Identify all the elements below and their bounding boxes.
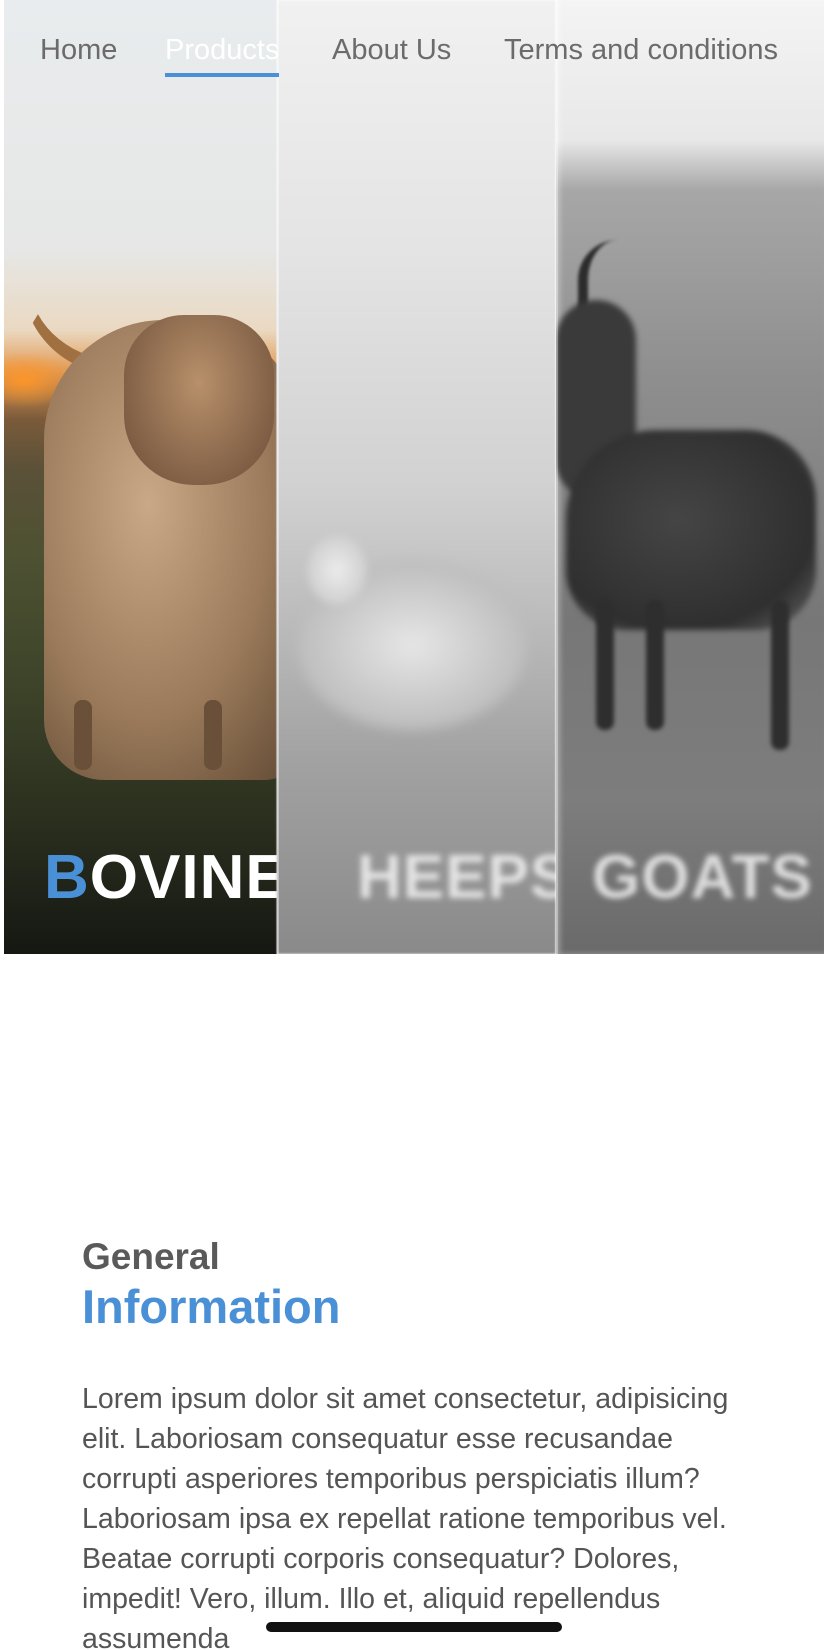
home-indicator[interactable] [266,1622,562,1632]
panel-divider [276,0,279,954]
cow-head-shape [124,315,274,485]
bovine-panel[interactable]: BOVINE [4,0,277,954]
goats-label: GOATS [592,843,813,912]
goat-leg-shape [646,600,664,730]
nav-about-link[interactable]: About Us [332,34,452,66]
sheep-head-shape [307,535,367,605]
section-subtitle: General [82,1236,220,1277]
goats-panel[interactable]: GOATS [556,0,824,954]
goat-leg-shape [771,600,789,750]
bovine-label-rest: OVINE [89,843,277,912]
panel-divider [555,0,558,954]
bovine-label-first-letter: B [44,843,90,912]
section-body-text: Lorem ipsum dolor sit amet consectetur, … [82,1383,729,1650]
cow-leg-shape [204,700,222,770]
sheep-panel[interactable]: HEEPS [277,0,556,954]
nav-home-link[interactable]: Home [40,34,118,66]
goat-body-shape [566,430,816,630]
sheep-label: HEEPS [357,843,556,912]
bovine-label: BOVINE [44,842,277,913]
general-information-section: General Information Lorem ipsum dolor si… [82,1235,762,1650]
hero-gallery: BOVINE HEEPS GOATS [4,0,824,954]
section-title: Information [82,1280,341,1333]
top-nav: Home Products About Us Terms and conditi… [0,0,828,100]
nav-products-link[interactable]: Products [165,34,280,77]
cow-leg-shape [74,700,92,770]
goat-leg-shape [596,600,614,730]
goat-horn-shape [578,240,628,350]
nav-terms-link[interactable]: Terms and conditions [504,34,779,66]
